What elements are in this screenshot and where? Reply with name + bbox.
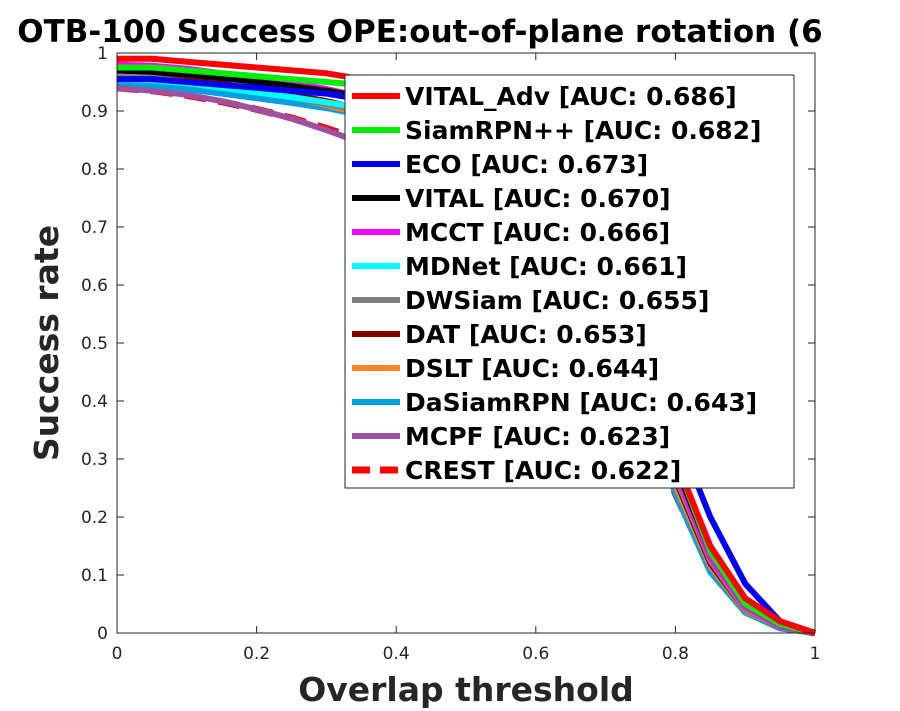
- x-tick-label: 0.6: [522, 644, 549, 664]
- legend-label: DWSiam [AUC: 0.655]: [405, 286, 709, 315]
- y-tick-label: 0: [97, 624, 108, 644]
- y-tick-label: 0.2: [81, 508, 108, 528]
- legend: VITAL_Adv [AUC: 0.686] SiamRPN++ [AUC: 0.…: [344, 74, 795, 489]
- y-tick-label: 0.7: [81, 218, 108, 238]
- x-tick-label: 0.8: [662, 644, 689, 664]
- legend-label: MCCT [AUC: 0.666]: [405, 218, 670, 247]
- y-tick-label: 0.6: [81, 276, 108, 296]
- y-tick-label: 0.8: [81, 160, 108, 180]
- legend-label: DaSiamRPN [AUC: 0.643]: [405, 388, 757, 417]
- legend-label: MCPF [AUC: 0.623]: [405, 422, 670, 451]
- chart-title: OTB-100 Success OPE:out-of-plane rotatio…: [17, 14, 822, 50]
- x-tick-label: 0.2: [243, 644, 270, 664]
- legend-label: VITAL_Adv [AUC: 0.686]: [405, 82, 737, 111]
- y-tick-label: 0.9: [81, 102, 108, 122]
- legend-label: MDNet [AUC: 0.661]: [405, 252, 687, 281]
- ticks-layer: 0 0.2 0.4 0.6 0.8 1 0 0.1 0.2 0.3 0.4 0.5 0.6 0.7 0.8 0…: [81, 44, 820, 664]
- y-tick-label: 0.1: [81, 566, 108, 586]
- legend-label: VITAL [AUC: 0.670]: [405, 184, 671, 213]
- legend-label: DAT [AUC: 0.653]: [405, 320, 647, 349]
- y-tick-label: 1: [97, 44, 108, 64]
- legend-label: ECO [AUC: 0.673]: [405, 150, 648, 179]
- y-tick-label: 0.5: [81, 334, 108, 354]
- x-tick-label: 0.4: [383, 644, 410, 664]
- x-tick-label: 0: [112, 644, 123, 664]
- x-axis-title: Overlap threshold: [298, 670, 634, 709]
- y-tick-label: 0.4: [81, 392, 108, 412]
- legend-label: CREST [AUC: 0.622]: [405, 456, 681, 485]
- legend-label: SiamRPN++ [AUC: 0.682]: [405, 116, 761, 145]
- legend-label: DSLT [AUC: 0.644]: [405, 354, 659, 383]
- legend-box: [344, 74, 795, 489]
- y-axis-title: Success rate: [27, 225, 66, 461]
- x-tick-label: 1: [810, 644, 821, 664]
- y-tick-label: 0.3: [81, 450, 108, 470]
